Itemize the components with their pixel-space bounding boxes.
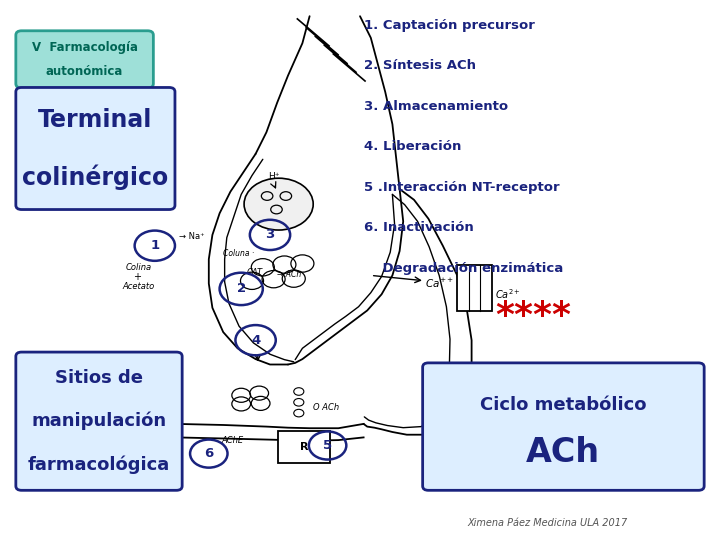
- Text: colinérgico: colinérgico: [22, 164, 168, 190]
- Text: 1: 1: [150, 239, 159, 252]
- Text: autonómica: autonómica: [46, 65, 123, 78]
- Text: AChE: AChE: [221, 436, 243, 444]
- Text: 4. Liberación: 4. Liberación: [364, 140, 461, 153]
- Text: Coluna ·: Coluna ·: [223, 249, 254, 258]
- Text: 2: 2: [237, 282, 246, 295]
- Text: R: R: [300, 442, 308, 452]
- Text: 6. Inactivación: 6. Inactivación: [364, 221, 473, 234]
- Text: 5 .Interacción NT-receptor: 5 .Interacción NT-receptor: [364, 181, 559, 194]
- Text: 4: 4: [251, 334, 260, 347]
- FancyBboxPatch shape: [423, 363, 704, 490]
- Text: H⁺: H⁺: [269, 172, 280, 181]
- Text: 3: 3: [266, 228, 274, 241]
- Text: Sitios de: Sitios de: [55, 369, 143, 387]
- Text: farmacológica: farmacológica: [28, 455, 170, 474]
- FancyBboxPatch shape: [278, 431, 330, 463]
- Text: manipulación: manipulación: [32, 412, 166, 430]
- Text: Degradación enzimática: Degradación enzimática: [364, 262, 563, 275]
- Text: Ximena Páez Medicina ULA 2017: Ximena Páez Medicina ULA 2017: [467, 518, 627, 528]
- FancyBboxPatch shape: [16, 352, 182, 490]
- Text: Terminal: Terminal: [38, 108, 153, 132]
- Text: V  Farmacología: V Farmacología: [32, 40, 138, 54]
- Text: 1. Captación precursor: 1. Captación precursor: [364, 19, 534, 32]
- Text: $Ca^{2+}$: $Ca^{2+}$: [495, 287, 521, 301]
- Text: +: +: [133, 272, 141, 282]
- FancyBboxPatch shape: [16, 31, 153, 88]
- Text: → ACh: → ACh: [277, 270, 302, 279]
- Text: $Ca^{++}$: $Ca^{++}$: [425, 277, 454, 290]
- Text: ACh: ACh: [526, 436, 600, 469]
- Text: CAT: CAT: [246, 268, 262, 277]
- Text: O ACh: O ACh: [313, 403, 339, 412]
- Circle shape: [244, 178, 313, 230]
- Text: Acetato: Acetato: [122, 282, 155, 291]
- Text: 6: 6: [204, 447, 213, 460]
- Text: → Na⁺: → Na⁺: [179, 232, 204, 241]
- Text: Colina: Colina: [126, 263, 152, 272]
- Text: 3. Almacenamiento: 3. Almacenamiento: [364, 100, 508, 113]
- Text: Ciclo metabólico: Ciclo metabólico: [480, 396, 647, 414]
- Bar: [457, 265, 492, 310]
- Text: 5: 5: [323, 439, 332, 452]
- Text: ****: ****: [495, 299, 571, 333]
- FancyBboxPatch shape: [16, 87, 175, 210]
- Text: 2. Síntesis ACh: 2. Síntesis ACh: [364, 59, 476, 72]
